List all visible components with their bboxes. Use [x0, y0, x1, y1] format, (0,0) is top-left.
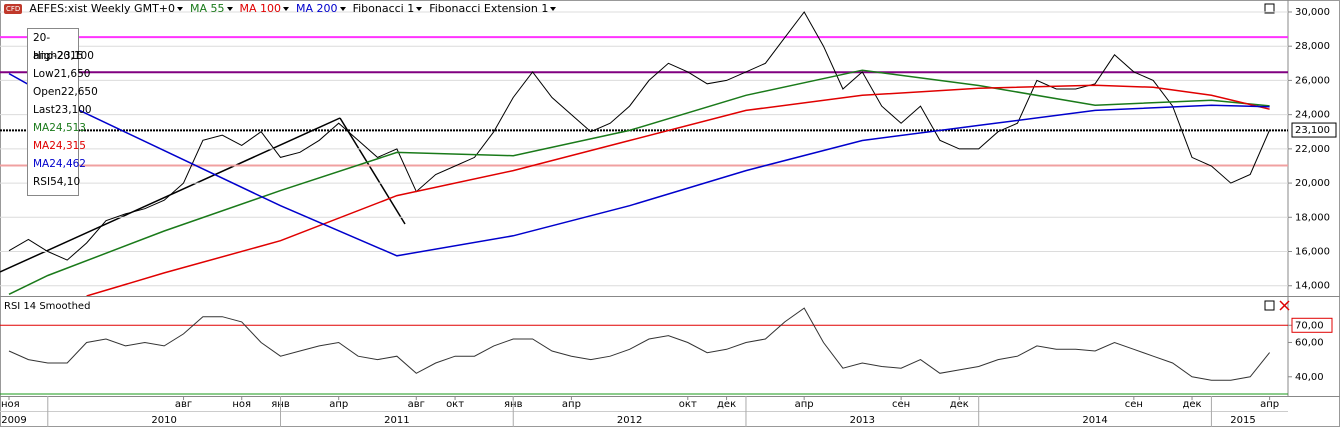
maximize-button[interactable] — [1264, 3, 1275, 14]
x-tick-label: апр — [1260, 399, 1279, 410]
info-value: 24,513 — [49, 122, 86, 134]
info-row: RSI 54,10 — [28, 173, 81, 191]
y-tick-label: 26,000 — [1295, 75, 1330, 86]
info-label: Last — [33, 104, 55, 116]
y-tick-label: 28,000 — [1295, 41, 1330, 52]
y-tick-label: 30,000 — [1295, 7, 1330, 18]
last-price-label: 23,100 — [1295, 125, 1330, 136]
x-tick-label: сен — [892, 399, 910, 410]
legend: CFD AEFES:xist Weekly GMT+0 MA 55 MA 100… — [4, 2, 556, 15]
x-tick-label: дек — [950, 399, 969, 410]
x-tick-label: авг — [175, 399, 192, 410]
info-label: High — [33, 50, 58, 62]
tool[interactable]: Fibonacci 1 — [353, 2, 423, 15]
info-value: 23,100 — [54, 104, 92, 116]
y-tick-label: 40,00 — [1295, 372, 1324, 383]
tick-highlight — [1291, 317, 1333, 333]
y-tick-label: 24,000 — [1295, 110, 1330, 121]
last-price-box — [1291, 122, 1337, 138]
y-tick-label: 18,000 — [1295, 212, 1330, 223]
info-value: 22,650 — [61, 86, 98, 98]
info-row: Low 21,650 — [28, 65, 90, 83]
close-button[interactable] — [1279, 300, 1290, 311]
trend-line — [339, 117, 406, 225]
x-tick-label: апр — [562, 399, 581, 410]
x-tick-label: сен — [1125, 399, 1143, 410]
legend-entry[interactable]: MA 100 — [240, 2, 290, 15]
y-tick-label: 16,000 — [1295, 247, 1330, 258]
info-value: 23,100 — [57, 50, 94, 62]
x-tick-label: апр — [795, 399, 814, 410]
chart-title[interactable]: AEFES:xist Weekly GMT+0 — [29, 2, 183, 15]
tool[interactable]: Fibonacci Extension 1 — [429, 2, 556, 15]
info-box: 20-апр-2015 High 23,100 Low 21,650 Open 22,650… — [27, 28, 98, 196]
plot-area — [0, 307, 1288, 395]
x-tick-label: ноя — [232, 399, 251, 410]
info-row: MA 24,513 — [28, 119, 86, 137]
info-row: Last 23,100 — [28, 101, 92, 119]
x-tick-label: авг — [408, 399, 425, 410]
info-value: 54,10 — [50, 176, 81, 188]
year-label: 2013 — [850, 415, 875, 426]
info-row: MA 24,462 — [28, 155, 86, 173]
info-value: 24,315 — [49, 140, 86, 152]
maximize-button[interactable] — [1264, 300, 1275, 311]
x-tick-label: окт — [679, 399, 697, 410]
year-label: 2014 — [1082, 415, 1107, 426]
y-tick-label: 14,000 — [1295, 281, 1330, 292]
series-line — [86, 84, 1270, 296]
info-label: Open — [33, 86, 62, 98]
plot-area — [0, 11, 1288, 296]
info-label: RSI — [33, 176, 51, 188]
year-label: 2010 — [151, 415, 176, 426]
y-tick-label: 60,00 — [1295, 337, 1324, 348]
y-tick-label: 20,000 — [1295, 178, 1330, 189]
year-label: 2009 — [1, 415, 26, 426]
info-row: MA 24,315 — [28, 137, 86, 155]
series-line — [8, 11, 1271, 261]
year-label: 2012 — [617, 415, 642, 426]
x-tick-label: апр — [329, 399, 348, 410]
series-line — [8, 69, 1270, 295]
legend-entry[interactable]: MA 200 — [296, 2, 346, 15]
x-tick-label: дек — [1182, 399, 1201, 410]
info-label: MA — [33, 158, 50, 170]
icon: CFD — [4, 3, 23, 14]
x-tick-label: ноя — [1, 399, 20, 410]
year-label: 2011 — [384, 415, 409, 426]
y-tick-label: 70,00 — [1295, 320, 1324, 331]
info-row: Open 22,650 — [28, 83, 98, 101]
info-value: 21,650 — [53, 68, 91, 80]
x-tick-label: окт — [446, 399, 464, 410]
info-date: 20-апр-2015 — [33, 32, 84, 62]
info-label: Low — [33, 68, 54, 80]
info-label: MA — [33, 122, 50, 134]
series-line — [8, 307, 1270, 381]
info-label: MA — [33, 140, 50, 152]
x-tick-label: дек — [717, 399, 736, 410]
series-line — [8, 72, 1270, 257]
panel-title: RSI 14 Smoothed — [4, 301, 90, 312]
legend-entry[interactable]: MA 55 — [190, 2, 233, 15]
y-tick-label: 22,000 — [1295, 144, 1330, 155]
info-value: 24,462 — [49, 158, 86, 170]
info-row: High 23,100 — [28, 47, 94, 65]
year-label: 2015 — [1230, 415, 1255, 426]
